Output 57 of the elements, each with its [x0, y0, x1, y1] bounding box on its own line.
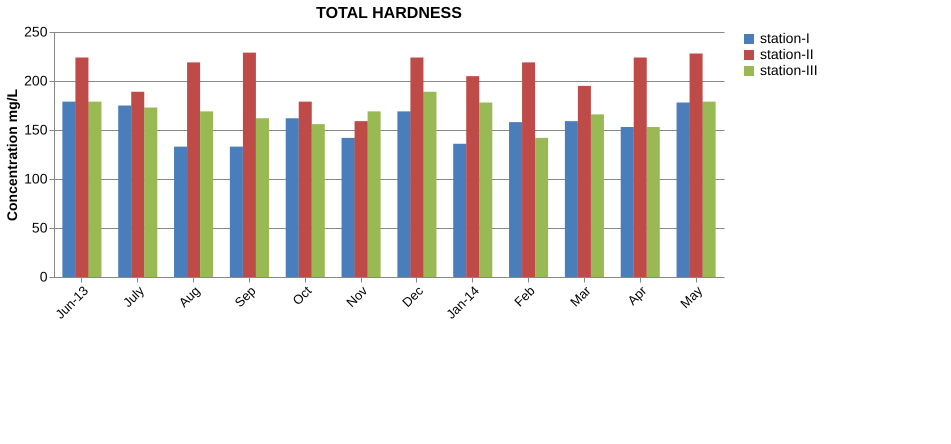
bar	[690, 54, 703, 277]
bar	[75, 57, 88, 277]
x-tick-label: May	[677, 282, 706, 312]
bar	[242, 52, 256, 277]
bar	[646, 127, 660, 277]
x-tick-label: July	[120, 282, 148, 310]
bar	[676, 102, 690, 277]
x-tick-label: Aug	[176, 283, 203, 310]
bar	[702, 102, 716, 277]
y-tick-label: 50	[32, 220, 48, 236]
y-tick-label: 250	[24, 24, 48, 40]
bar	[256, 118, 269, 277]
bar	[88, 102, 102, 277]
chart-title: TOTAL HARDNESS	[316, 5, 462, 22]
bar	[535, 138, 548, 277]
bar	[466, 76, 480, 277]
bar	[144, 107, 158, 277]
bar	[564, 121, 578, 277]
x-tick-label: Nov	[343, 282, 371, 310]
bar	[620, 127, 634, 277]
bar	[342, 138, 355, 277]
bar	[187, 62, 200, 277]
legend-label: station-II	[760, 46, 814, 62]
y-tick-label: 100	[24, 170, 48, 186]
y-tick-label: 200	[24, 72, 48, 88]
x-tick-label: Apr	[624, 282, 650, 308]
bar	[578, 86, 591, 277]
bar	[634, 57, 647, 277]
bar	[174, 146, 188, 277]
bar	[286, 118, 299, 277]
legend-label: station-I	[760, 30, 810, 46]
y-tick-label: 0	[40, 268, 48, 284]
bar	[509, 122, 522, 277]
y-axis-title: Concentration mg/L	[4, 88, 20, 222]
bar	[298, 102, 312, 277]
bar	[312, 124, 325, 277]
bar	[590, 114, 604, 277]
bar	[522, 62, 536, 277]
y-tick-label: 150	[24, 122, 48, 138]
x-tick-label: Sep	[232, 283, 259, 310]
bar	[410, 57, 424, 277]
bar	[131, 92, 144, 277]
bar	[397, 111, 410, 277]
bar	[453, 144, 466, 277]
bar	[354, 121, 368, 277]
bar	[423, 92, 436, 277]
bar	[62, 102, 76, 277]
x-tick-label: Oct	[290, 282, 315, 308]
bar	[479, 102, 492, 277]
bar	[368, 111, 381, 277]
x-tick-label: Dec	[399, 282, 426, 310]
bar	[118, 106, 132, 277]
bar	[200, 111, 214, 277]
bar	[230, 146, 243, 277]
legend-label: station-III	[760, 62, 818, 78]
x-tick-label: Mar	[567, 282, 594, 310]
x-tick-label: Feb	[511, 283, 538, 310]
